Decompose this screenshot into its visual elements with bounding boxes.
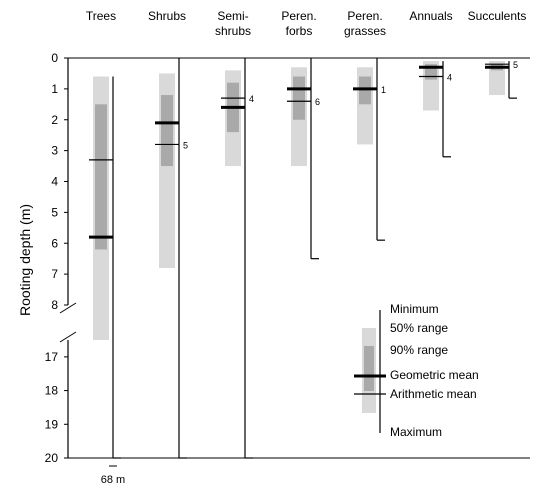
box-group: 1	[353, 58, 386, 241]
legend: Minimum 50% range 90% range Geometric mean A…	[354, 302, 479, 439]
y-tick-label: 5	[51, 205, 58, 219]
box-group: 4	[221, 58, 254, 459]
category-label: Succulents	[468, 9, 527, 23]
y-tick-label: 4	[51, 175, 58, 189]
y-tick-label: 7	[51, 267, 58, 281]
legend-label-geomean: Geometric mean	[390, 368, 479, 382]
category-label: Trees	[86, 9, 116, 23]
y-axis-label: Rooting depth (m)	[17, 204, 33, 316]
box-group: 68 m	[89, 76, 125, 486]
y-tick-label: 6	[51, 236, 58, 250]
y-axis: Rooting depth (m) 0 1 2 3 4 5 6 7 8 17 18 19 20	[17, 51, 68, 465]
category-label: grasses	[344, 24, 386, 38]
y-tick-label: 3	[51, 144, 58, 158]
box-group: 5	[155, 58, 188, 459]
sample-size-label: 1	[381, 85, 386, 95]
box-group: 5	[485, 60, 518, 99]
category-label: Peren.	[347, 9, 382, 23]
y-tick-label: 19	[45, 417, 59, 431]
range50-box	[293, 76, 305, 120]
category-label: Peren.	[281, 9, 316, 23]
category-label: forbs	[286, 24, 313, 38]
y-tick-label: 17	[45, 350, 59, 364]
clip-note: 68 m	[101, 474, 125, 486]
category-label: Semi-	[217, 9, 248, 23]
sample-size-label: 5	[513, 60, 518, 70]
legend-range50-swatch	[364, 346, 374, 391]
sample-size-label: 4	[249, 94, 254, 104]
box-groups: 68 m 5 4 6 1 4 5	[89, 58, 518, 486]
y-tick-label: 0	[51, 51, 58, 65]
sample-size-label: 4	[447, 73, 452, 83]
legend-label-minimum: Minimum	[390, 302, 439, 316]
category-label: Shrubs	[148, 9, 186, 23]
category-label: Annuals	[409, 9, 452, 23]
sample-size-label: 5	[183, 140, 188, 150]
legend-label-maximum: Maximum	[390, 425, 442, 439]
range50-box	[359, 76, 371, 105]
range50-box	[95, 104, 107, 250]
legend-label-arithmean: Arithmetic mean	[390, 387, 477, 401]
legend-label-range50: 50% range	[390, 321, 448, 335]
plot-frame	[59, 57, 530, 459]
axis-break-mark	[59, 331, 77, 343]
y-tick-label: 20	[45, 451, 59, 465]
y-tick-label: 18	[45, 384, 59, 398]
range50-box	[161, 95, 173, 167]
box-group: 4	[419, 61, 452, 158]
axis-break-mark	[59, 302, 77, 314]
y-tick-label: 2	[51, 113, 58, 127]
y-tick-label: 8	[51, 298, 58, 312]
y-tick-label: 1	[51, 82, 58, 96]
box-group: 6	[287, 58, 320, 260]
sample-size-label: 6	[315, 97, 320, 107]
category-label: shrubs	[215, 24, 251, 38]
category-labels: Trees Shrubs Semi-shrubsPeren.forbsPeren.g…	[86, 9, 526, 38]
legend-label-range90: 90% range	[390, 343, 448, 357]
